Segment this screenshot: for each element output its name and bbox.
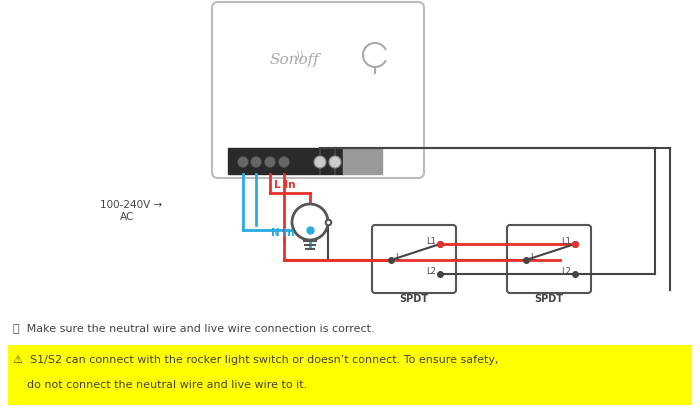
Text: L In: L In — [274, 180, 295, 190]
Text: S2: S2 — [332, 135, 339, 140]
Text: L1: L1 — [426, 237, 436, 246]
Text: SPDT: SPDT — [400, 294, 428, 304]
Text: L2: L2 — [426, 268, 436, 277]
Text: L In: L In — [265, 135, 275, 140]
Text: Sonoff: Sonoff — [270, 53, 320, 67]
Circle shape — [251, 157, 262, 168]
Text: S1: S1 — [316, 135, 323, 140]
Text: 100-240V →: 100-240V → — [100, 200, 162, 210]
Text: N In: N In — [251, 135, 262, 140]
FancyBboxPatch shape — [212, 2, 424, 178]
Text: AC: AC — [120, 212, 134, 222]
Text: N In: N In — [272, 228, 295, 238]
Text: L Out: L Out — [276, 135, 291, 140]
Bar — [343, 148, 382, 174]
Circle shape — [314, 156, 326, 168]
Circle shape — [292, 204, 328, 240]
FancyBboxPatch shape — [372, 225, 456, 293]
FancyBboxPatch shape — [507, 225, 591, 293]
Text: L1: L1 — [561, 237, 571, 246]
Text: L2: L2 — [561, 268, 571, 277]
Text: SPDT: SPDT — [535, 294, 564, 304]
Circle shape — [265, 157, 276, 168]
Circle shape — [279, 157, 290, 168]
Text: do not connect the neutral wire and live wire to it.: do not connect the neutral wire and live… — [13, 380, 307, 390]
Text: L: L — [530, 253, 535, 262]
Text: L: L — [395, 253, 400, 262]
Text: N In: N In — [237, 135, 248, 140]
Text: ·)): ·)) — [293, 51, 304, 61]
Text: ⚠  S1/S2 can connect with the rocker light switch or doesn’t connect. To ensure : ⚠ S1/S2 can connect with the rocker ligh… — [13, 355, 498, 365]
Bar — [8, 345, 692, 405]
Bar — [228, 148, 343, 174]
Circle shape — [329, 156, 341, 168]
Circle shape — [237, 157, 248, 168]
Text: ⓘ  Make sure the neutral wire and live wire connection is correct.: ⓘ Make sure the neutral wire and live wi… — [13, 323, 374, 333]
